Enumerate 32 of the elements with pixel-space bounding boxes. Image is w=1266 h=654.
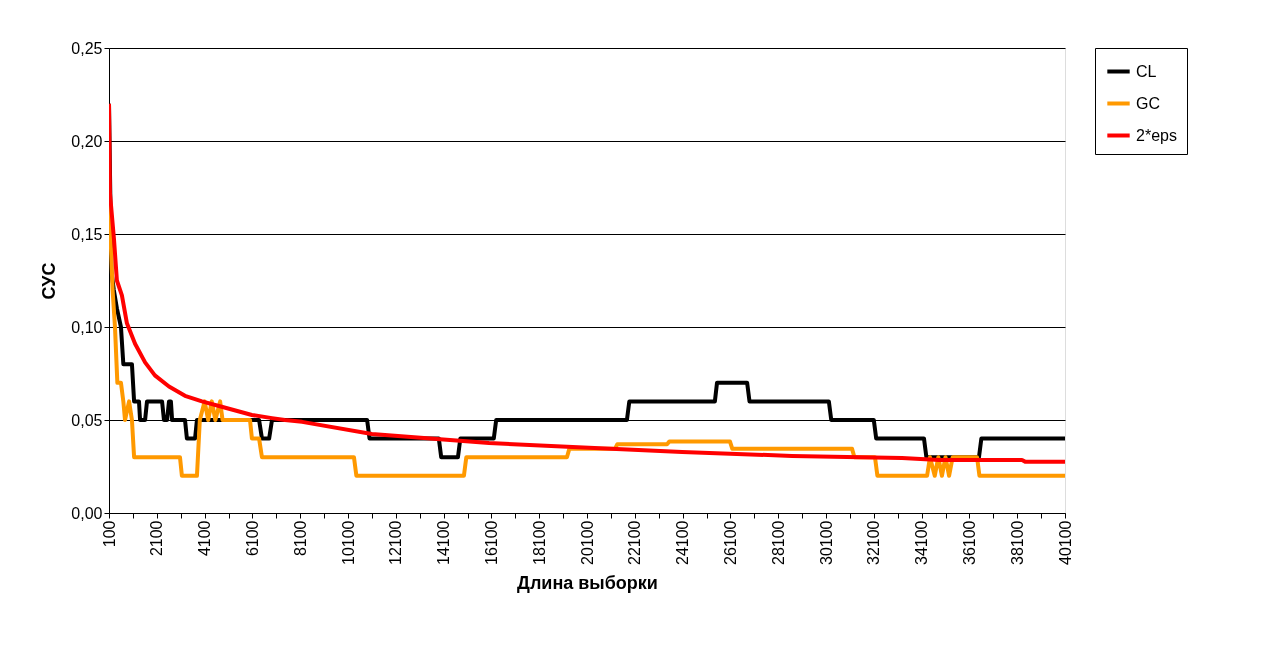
x-tick-label: 38100 — [1008, 520, 1026, 565]
y-tick-label: 0,20 — [71, 132, 103, 150]
x-tick-label: 6100 — [243, 520, 261, 557]
x-tick-label: 20100 — [578, 520, 596, 565]
x-tick-label: 10100 — [339, 520, 357, 565]
x-tick-label: 24100 — [674, 520, 692, 565]
y-tick-label: 0,05 — [71, 411, 103, 429]
x-tick-label: 26100 — [721, 520, 739, 565]
x-tick-label: 34100 — [913, 520, 931, 565]
x-tick-label: 18100 — [530, 520, 548, 565]
x-tick-label: 14100 — [435, 520, 453, 565]
x-tick-label: 28100 — [769, 520, 787, 565]
x-tick-label: 12100 — [387, 520, 405, 565]
x-tick-label: 22100 — [626, 520, 644, 565]
x-tick-label: 4100 — [196, 520, 214, 557]
y-tick-label: 0,10 — [71, 318, 103, 336]
y-tick-label: 0,00 — [71, 504, 103, 522]
y-axis-title: СУС — [39, 262, 60, 300]
x-tick-label: 2100 — [148, 520, 166, 557]
y-tick-label: 0,25 — [71, 39, 103, 57]
x-tick-label: 32100 — [865, 520, 883, 565]
legend-label: 2*eps — [1136, 126, 1177, 144]
x-tick-label: 8100 — [291, 520, 309, 557]
legend-label: GC — [1136, 94, 1160, 112]
x-axis-title: Длина выборки — [517, 572, 658, 593]
x-tick-label: 40100 — [1056, 520, 1074, 565]
x-tick-label: 30100 — [817, 520, 835, 565]
x-tick-label: 16100 — [482, 520, 500, 565]
legend-label: CL — [1136, 62, 1157, 80]
x-tick-label: 36100 — [960, 520, 978, 565]
x-tick-label: 100 — [100, 520, 118, 548]
y-tick-label: 0,15 — [71, 225, 103, 243]
